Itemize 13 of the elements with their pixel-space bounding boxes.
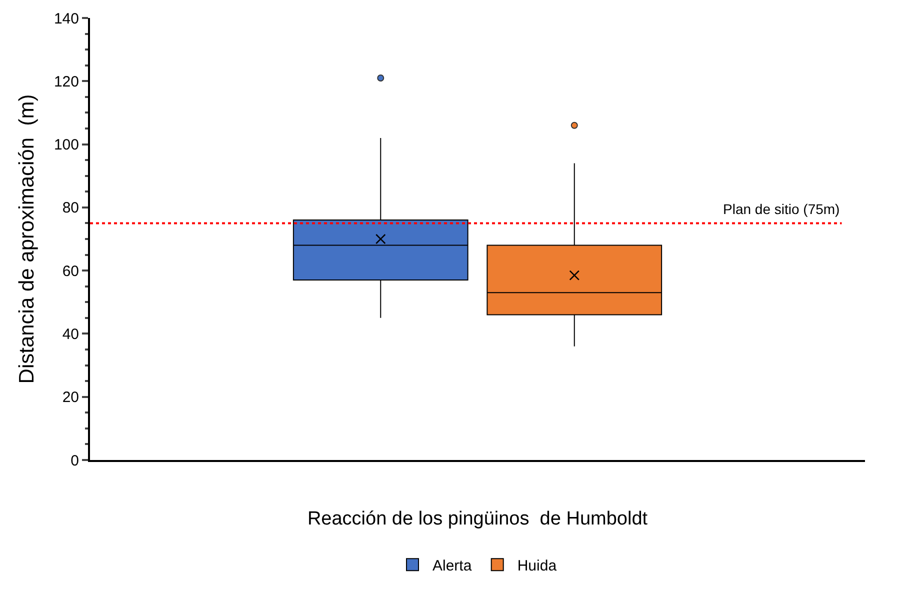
y-tick-label: 0: [70, 452, 79, 470]
y-tick-label: 80: [62, 200, 79, 217]
y-tick-label: 60: [62, 262, 79, 280]
y-tick-label: 20: [62, 389, 79, 406]
legend-label: Huida: [517, 558, 558, 574]
y-tick-label: 120: [54, 73, 79, 90]
legend-label: Alerta: [432, 558, 472, 574]
x-axis-title: Reacción de los pingüinos de Humboldt: [307, 508, 648, 530]
y-tick-label: 100: [54, 136, 79, 154]
y-axis-title: Distancia de aproximación (m): [16, 94, 39, 384]
y-tick-label: 140: [54, 10, 79, 28]
y-tick-label: 40: [62, 326, 79, 343]
ref-line-label: Plan de sitio (75m): [723, 201, 840, 217]
